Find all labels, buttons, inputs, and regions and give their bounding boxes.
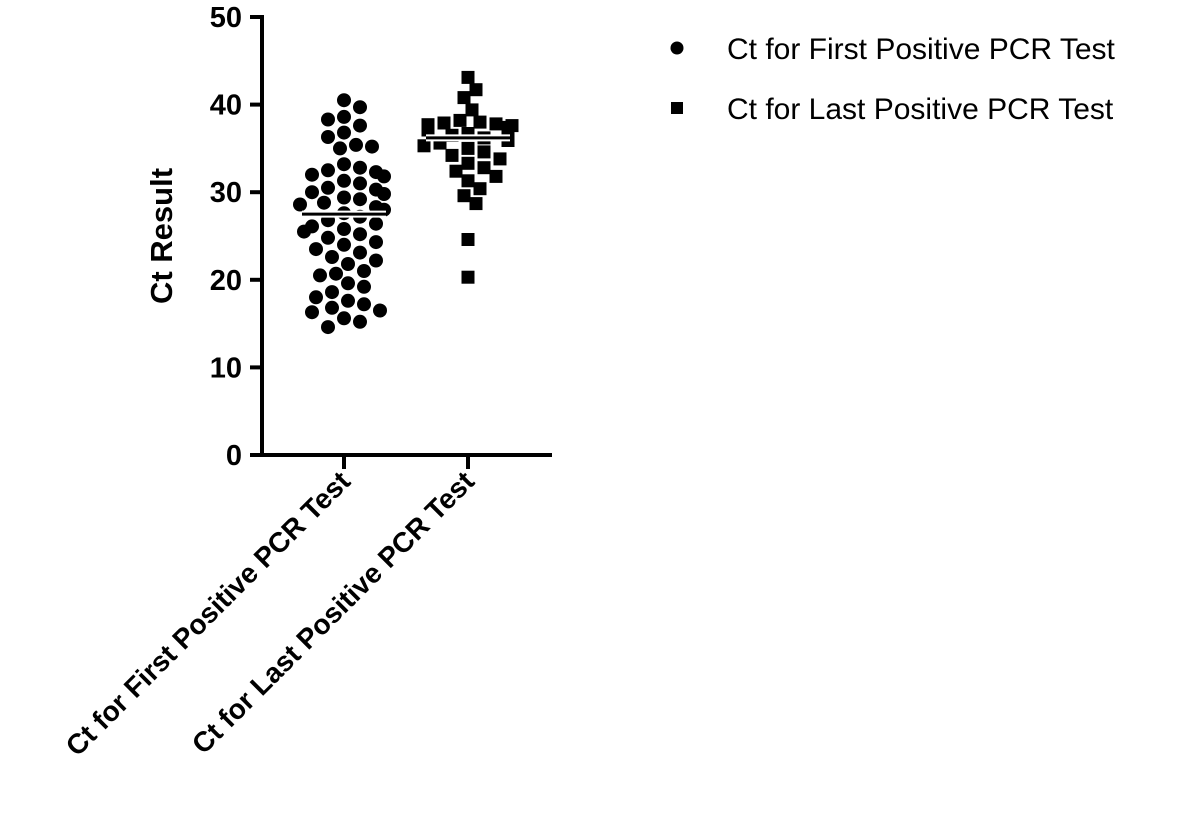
point-first-16 xyxy=(377,169,391,184)
point-first-18 xyxy=(353,176,367,191)
point-first-1 xyxy=(337,93,351,108)
point-first-45 xyxy=(357,264,371,278)
point-last-31 xyxy=(461,174,475,188)
point-first-44 xyxy=(341,257,355,271)
point-first-7 xyxy=(321,130,335,144)
point-first-54 xyxy=(325,300,339,315)
point-first-6 xyxy=(337,125,351,140)
y-tick-label-10: 10 xyxy=(210,352,242,384)
y-tick-label-20: 20 xyxy=(210,265,242,297)
point-first-52 xyxy=(341,293,355,308)
point-first-35 xyxy=(297,224,311,239)
point-first-12 xyxy=(353,160,367,175)
point-last-6 xyxy=(473,115,487,129)
point-first-38 xyxy=(369,235,383,250)
point-first-19 xyxy=(321,180,335,195)
point-first-37 xyxy=(321,230,335,245)
point-first-58 xyxy=(353,314,367,329)
mean-lines xyxy=(302,134,510,218)
point-first-26 xyxy=(293,197,307,212)
point-first-13 xyxy=(321,163,335,178)
point-first-23 xyxy=(337,190,351,205)
point-last-3 xyxy=(457,91,471,105)
point-last-35 xyxy=(461,233,475,246)
point-last-4 xyxy=(465,103,479,117)
point-last-36 xyxy=(461,270,475,284)
legend-marker-square xyxy=(671,102,683,114)
point-last-2 xyxy=(469,83,483,97)
point-first-34 xyxy=(337,222,351,236)
point-last-22 xyxy=(417,139,431,153)
point-first-32 xyxy=(369,216,383,231)
point-first-24 xyxy=(353,192,367,207)
point-last-27 xyxy=(461,156,475,170)
point-first-42 xyxy=(325,250,339,264)
point-first-3 xyxy=(337,109,351,124)
point-first-17 xyxy=(337,173,351,188)
point-first-59 xyxy=(321,320,335,335)
point-first-50 xyxy=(325,285,339,300)
point-first-46 xyxy=(329,266,343,281)
point-first-36 xyxy=(353,227,367,242)
legend-label-2: Ct for Last Positive PCR Test xyxy=(727,93,1114,126)
point-first-47 xyxy=(313,268,327,283)
point-last-1 xyxy=(461,70,475,84)
legend-marker-circle xyxy=(670,41,684,55)
point-first-56 xyxy=(305,305,319,320)
point-first-10 xyxy=(333,141,347,156)
point-last-24 xyxy=(477,145,491,159)
point-last-29 xyxy=(449,164,463,178)
point-first-15 xyxy=(305,167,319,182)
x-axis xyxy=(260,453,552,469)
point-last-23 xyxy=(461,141,475,155)
point-last-30 xyxy=(489,169,503,183)
point-first-9 xyxy=(365,139,379,154)
point-last-34 xyxy=(469,197,483,211)
point-first-39 xyxy=(337,237,351,252)
point-first-49 xyxy=(357,279,371,294)
point-first-8 xyxy=(349,137,363,152)
data-points xyxy=(293,70,519,335)
point-first-4 xyxy=(321,112,335,127)
y-axis: 0 10 20 30 40 50 xyxy=(210,2,264,472)
point-last-7 xyxy=(437,116,451,130)
point-first-41 xyxy=(353,245,367,260)
y-tick-label-0: 0 xyxy=(226,440,242,472)
point-first-40 xyxy=(309,242,323,257)
point-last-5 xyxy=(453,113,467,127)
point-first-25 xyxy=(317,195,331,210)
point-last-25 xyxy=(445,148,459,162)
point-last-32 xyxy=(473,182,487,196)
point-last-33 xyxy=(457,189,471,203)
y-tick-label-40: 40 xyxy=(210,90,242,122)
point-last-8 xyxy=(489,117,503,131)
point-first-51 xyxy=(309,290,323,305)
point-first-55 xyxy=(373,303,387,318)
point-last-15 xyxy=(421,123,435,137)
point-last-26 xyxy=(493,152,507,166)
point-first-21 xyxy=(305,185,319,200)
point-first-48 xyxy=(341,276,355,291)
point-first-57 xyxy=(337,311,351,326)
point-last-28 xyxy=(477,161,491,175)
point-first-5 xyxy=(353,118,367,133)
y-tick-label-30: 30 xyxy=(210,177,242,209)
y-tick-label-50: 50 xyxy=(210,2,242,34)
legend: Ct for First Positive PCR Test Ct for Las… xyxy=(670,33,1116,126)
point-first-53 xyxy=(357,297,371,312)
point-first-11 xyxy=(337,157,351,172)
y-axis-title: Ct Result xyxy=(144,168,179,304)
legend-label-1: Ct for First Positive PCR Test xyxy=(727,33,1116,66)
point-first-2 xyxy=(353,100,367,115)
point-first-43 xyxy=(369,253,383,268)
point-first-22 xyxy=(377,187,391,201)
